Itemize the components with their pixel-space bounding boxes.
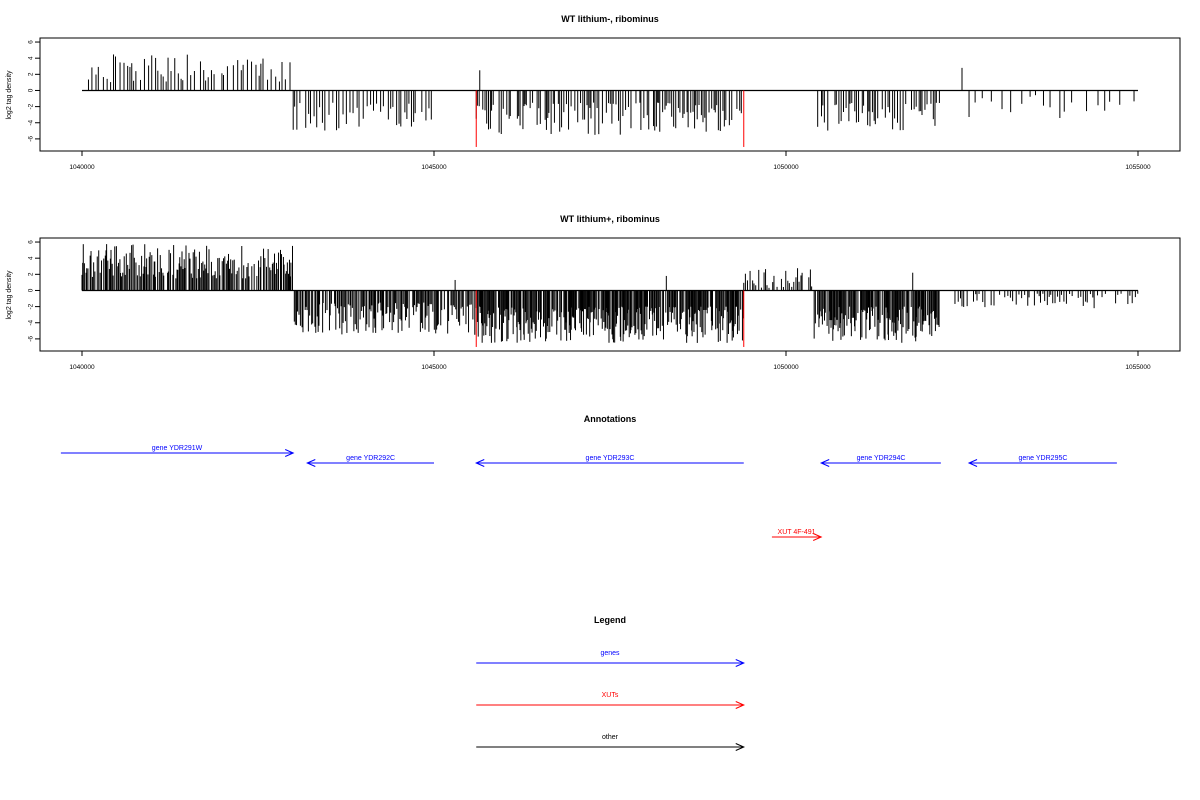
- x-tick-label: 1055000: [1125, 164, 1151, 171]
- y-axis-label: log2 tag density: [6, 270, 13, 320]
- gene-arrow: [967, 459, 1117, 467]
- y-axis: 6 4 2 0 -2 -4 -6: [28, 40, 41, 142]
- legend-arrow: [476, 743, 746, 751]
- legend-arrow: [476, 659, 746, 667]
- y-tick-label: 2: [28, 272, 35, 276]
- x-tick-label: 1045000: [421, 364, 447, 371]
- red-markers: [475, 90, 745, 147]
- x-tick-label: 1040000: [69, 364, 95, 371]
- density-bars: [81, 244, 1139, 343]
- gene-label: gene YDR293C: [586, 455, 635, 462]
- y-tick-label: -6: [28, 336, 35, 342]
- x-tick-label: 1040000: [69, 164, 95, 171]
- xut-arrow: [771, 533, 823, 541]
- panel-title: WT lithium+, ribominus: [560, 214, 660, 224]
- gene-label: gene YDR291W: [152, 445, 203, 452]
- y-tick-label: -4: [28, 119, 35, 125]
- gene-arrow: [60, 449, 295, 457]
- y-tick-label: 0: [28, 88, 35, 92]
- y-axis-label: log2 tag density: [6, 70, 13, 120]
- gene-arrow: [819, 459, 941, 467]
- x-axis: 1040000 1045000 1050000 1055000: [69, 350, 1151, 371]
- legend-label: genes: [600, 650, 620, 657]
- legend-label: XUTs: [602, 692, 619, 699]
- y-tick-label: -2: [28, 303, 35, 309]
- x-tick-label: 1050000: [773, 164, 799, 171]
- y-tick-label: 4: [28, 256, 35, 260]
- x-axis: 1040000 1045000 1050000 1055000: [69, 150, 1151, 171]
- y-tick-label: 4: [28, 56, 35, 60]
- y-tick-label: -2: [28, 103, 35, 109]
- legend: genes XUTs other: [476, 650, 746, 751]
- panel-lithium-plus: WT lithium+, ribominus log2 tag density …: [6, 214, 1181, 371]
- gene-arrow: [474, 459, 744, 467]
- x-tick-label: 1055000: [1125, 364, 1151, 371]
- gene-label: gene YDR292C: [346, 455, 395, 462]
- panel-title: WT lithium-, ribominus: [561, 14, 659, 24]
- y-axis: 6 4 2 0 -2 -4 -6: [28, 240, 41, 342]
- gene-arrow: [306, 459, 434, 467]
- y-tick-label: 2: [28, 72, 35, 76]
- legend-title: Legend: [594, 615, 626, 625]
- y-tick-label: -4: [28, 319, 35, 325]
- annotations-title: Annotations: [584, 414, 637, 424]
- legend-label: other: [602, 734, 619, 741]
- xut-label: XUT 4F-491: [778, 529, 816, 536]
- y-tick-label: 6: [28, 40, 35, 44]
- y-tick-label: 6: [28, 240, 35, 244]
- x-tick-label: 1045000: [421, 164, 447, 171]
- gene-label: gene YDR294C: [857, 455, 906, 462]
- y-tick-label: 0: [28, 288, 35, 292]
- density-bars: [82, 54, 1138, 135]
- x-tick-label: 1050000: [773, 364, 799, 371]
- panel-lithium-minus: WT lithium-, ribominus log2 tag density …: [6, 14, 1181, 171]
- legend-arrow: [476, 701, 746, 709]
- red-markers: [475, 290, 745, 347]
- gene-label: gene YDR295C: [1019, 455, 1068, 462]
- y-tick-label: -6: [28, 136, 35, 142]
- annotation-tracks: gene YDR291W gene YDR292C gene YDR293C gene…: [60, 445, 1117, 541]
